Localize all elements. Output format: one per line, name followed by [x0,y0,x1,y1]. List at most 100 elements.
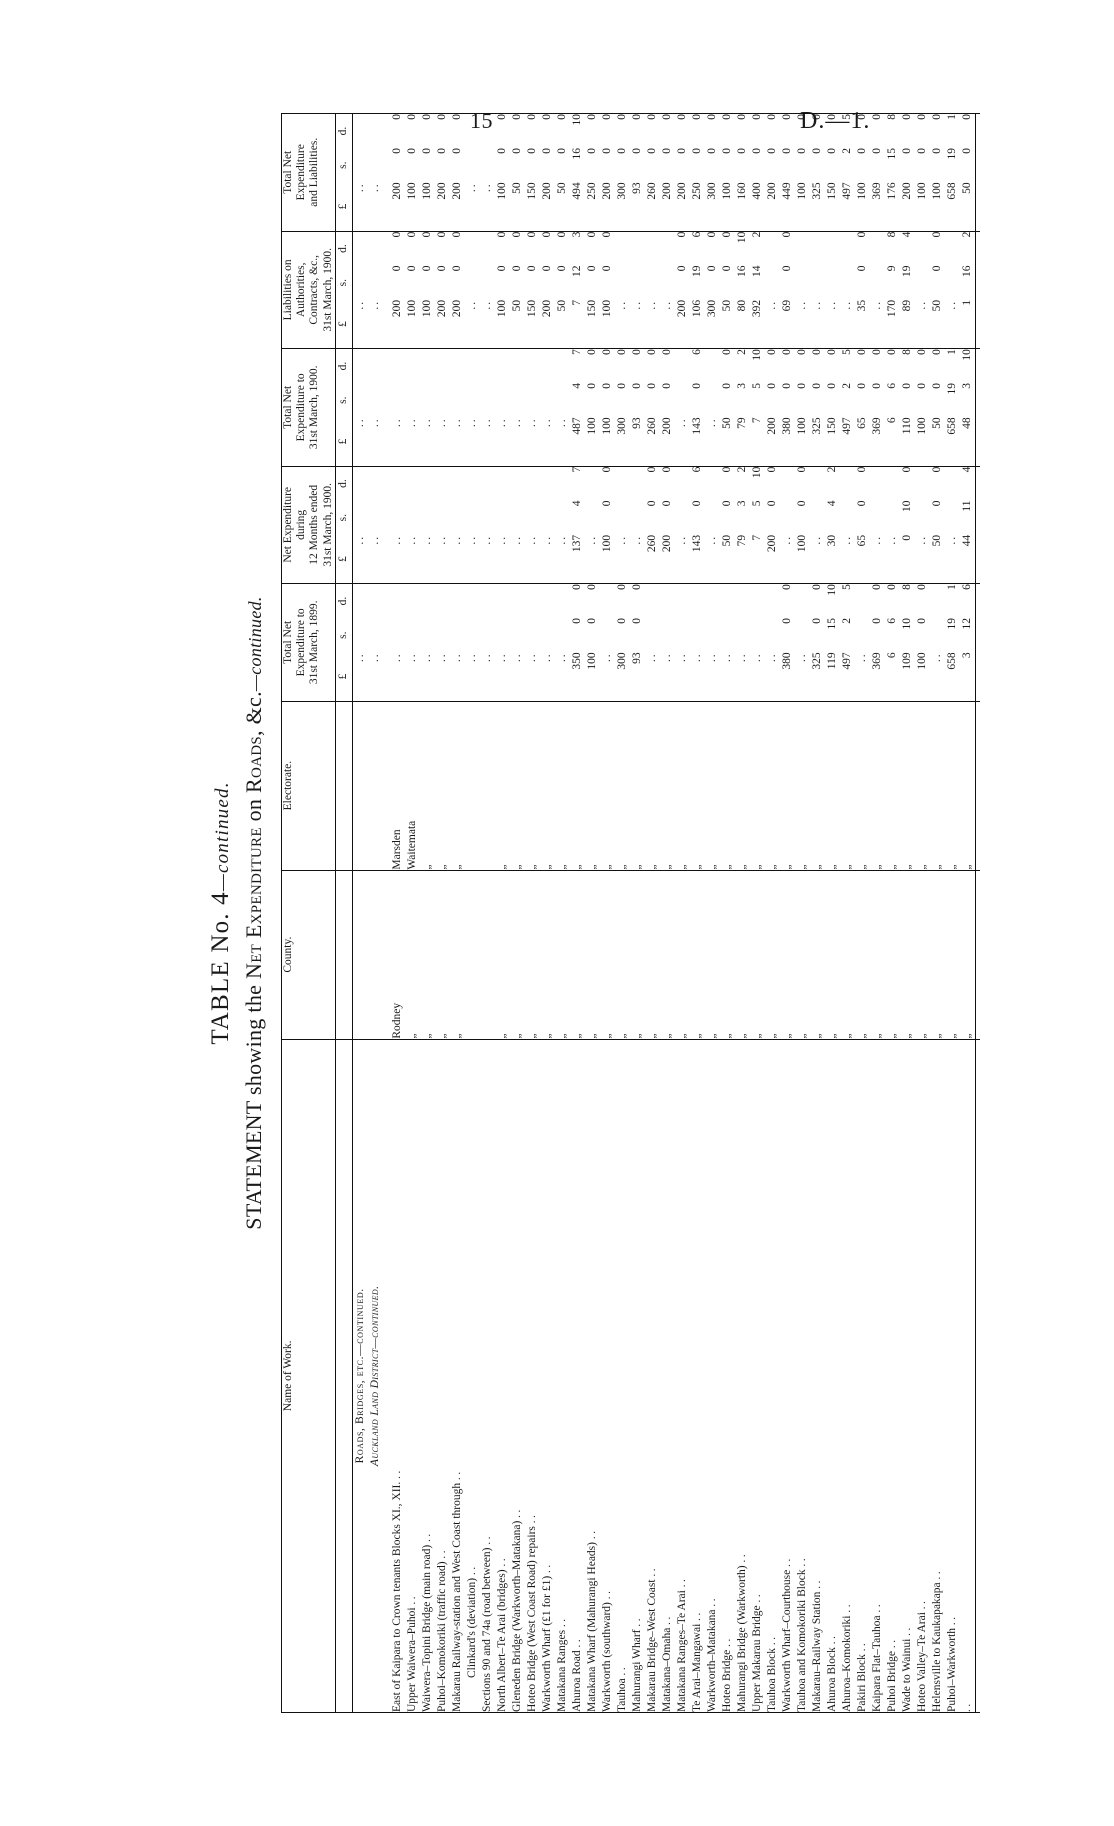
cell-t1899-d: 5 [841,584,854,590]
cell-net12-d: 0 [796,466,809,473]
cell-liab-d: 0 [451,231,464,238]
cell-total-pound: .. [465,182,481,232]
cell-liab-d [660,231,675,265]
cell-total-pound: 100 [405,182,421,232]
leader-dots: .. [601,1588,614,1600]
cell-net12-d [368,466,383,500]
cell-electorate: „ [900,701,916,871]
cell-county: „ [720,870,736,1040]
cell-t1900-d: 5 [841,349,854,355]
cell-t1900-d: 0 [826,349,839,355]
cell-county: „ [840,870,856,1040]
cell-electorate: „ [600,701,616,871]
cell-t1900-s [435,383,450,417]
cell-t1899-s [353,618,369,652]
leader-dots: .. [811,1578,824,1589]
cell-name-of-work: Tauhoa .. [615,1039,631,1713]
cell-electorate: „ [720,701,736,871]
cell-t1900-pound: .. [465,417,481,467]
cell-total-pound: 100 [795,182,811,232]
cell-liab-s: 9 [886,265,899,272]
cell-liab-s [615,266,630,300]
leader-dots: .. [946,1614,959,1626]
cell-total-s: 0 [616,148,629,154]
cell-t1899-s [465,618,480,652]
cell-t1899-s: 2 [841,618,854,624]
cell-t1899-pound: .. [405,652,421,702]
cell-county: „ [795,870,811,1040]
cell-t1900-pound: 150 [825,417,841,467]
cell-t1900-d: 10 [751,349,764,361]
unit-pound-liab: £ [335,299,353,349]
cell-total-s [353,148,369,182]
cell-t1899-s [690,618,705,652]
cell-net12-pound: .. [705,534,721,584]
table-row: North Albert–Te Arai (bridges) .. „ „.....… [495,113,511,1713]
cell-t1900-d: 10 [961,349,974,361]
cell-t1900-s: 0 [811,383,824,389]
table-row: Gleneden Bridge (Warkworth–Matakana) .. „… [510,113,526,1713]
cell-net12-pound: .. [525,534,541,584]
cell-t1899-pound: .. [705,652,721,702]
cell-liab-s [353,266,369,300]
cell-liab-s: 0 [556,265,569,272]
cell-county: „ [570,870,586,1040]
cell-electorate: „ [555,701,571,871]
cell-electorate: „ [630,701,646,871]
cell-t1899-d: 0 [871,584,884,590]
cell-t1899-pound: 325 [810,652,826,702]
leader-dots: .. [616,1664,629,1676]
cell-total-pound: 100 [420,182,436,232]
cell-total-s: 2 [841,148,854,154]
cell-liab-d: 0 [421,231,434,238]
cell-net12-d: 10 [751,466,764,479]
net-expenditure-table: Name of Work. County. Electorate. Total … [281,113,981,1713]
cell-liab-d: 4 [901,231,914,238]
cell-t1900-s [540,383,555,417]
cell-t1899-pound: .. [555,652,571,702]
cell-total-s: 0 [601,148,614,154]
cell-t1900-pound: 143 [690,417,706,467]
cell-net12-d [675,466,690,500]
cell-total-s: 0 [586,148,599,154]
cell-total-pound: 658 [945,182,961,232]
cell-t1899-pound: .. [420,652,436,702]
cell-total-d: 0 [870,113,886,148]
cell-t1900-pound: 48 [960,417,976,467]
cell-county: „ [900,870,916,1040]
cell-liab-pound: .. [840,299,856,349]
table-row: Hoteo Bridge (West Coast Road) repairs .… [525,113,541,1713]
cell-liab-pound: 170 [885,299,901,349]
cell-total-d: 0 [750,113,766,148]
table-row: Warkworth (southward) .. „ „.. 100 0 0 100 0 0 10… [600,113,616,1713]
cell-t1900-d: 0 [856,349,869,355]
cell-liab-s: 16 [961,265,974,278]
table-row: Upper Makarau Bridge .. „ „.. 7 5 10 7 5 10 392 14… [750,113,766,1713]
cell-county: „ [690,870,706,1040]
cell-name-of-work: Kaipara Flat–Tauhoa .. [870,1039,886,1713]
cell-name-of-work: Upper Waiwera–Puhoi .. [405,1039,421,1713]
cell-total-s: 0 [916,148,929,154]
cell-liab-s: 0 [496,265,509,272]
cell-liab-d [630,231,645,265]
cell-t1900-s [450,383,465,417]
cell-net12-s: 0 [601,500,614,507]
cell-name-of-work: North Albert–Te Arai (bridges) .. [495,1039,511,1713]
cell-net12-d [540,466,555,500]
cell-t1900-pound: .. [495,417,511,467]
cell-total-s: 0 [901,148,914,154]
cell-net12-d [525,466,540,500]
cell-total-d: 0 [675,113,691,148]
cell-name-of-work: .. [960,1039,976,1713]
cell-net12-s [885,501,900,535]
cell-total-d: 0 [735,113,751,148]
cell-liab-pound: .. [825,299,841,349]
table-caption: TABLE No. 4—continued. STATEMENT showing… [207,83,267,1743]
cell-total-d: 0 [780,113,796,148]
cell-t1900-d: 0 [661,349,674,355]
cell-net12-d [510,466,525,500]
cell-electorate: Waitemata [405,701,421,871]
cell-liab-d: 0 [931,231,944,238]
cell-liab-pound: .. [810,299,826,349]
cell-total-pound: 369 [870,182,886,232]
